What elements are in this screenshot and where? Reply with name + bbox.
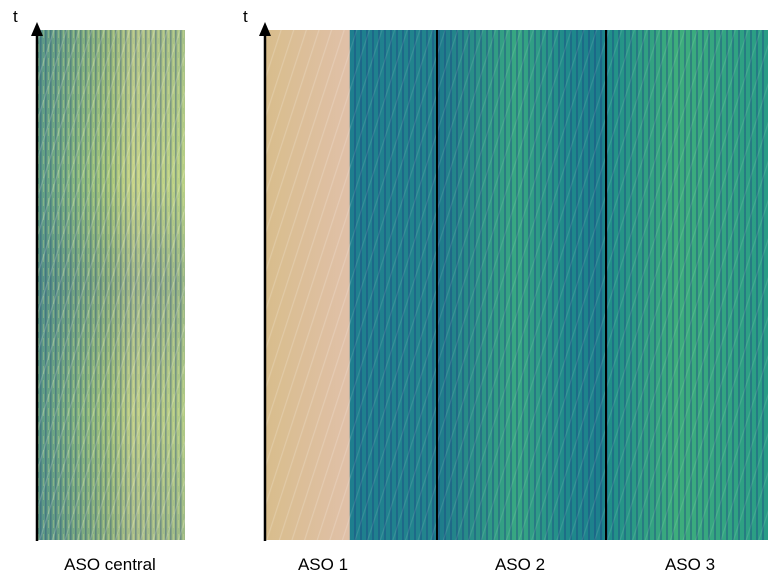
axis-label: t (13, 7, 18, 26)
panel-label: ASO 3 (665, 555, 715, 574)
heatmap-texture (265, 30, 351, 540)
axis-label: t (243, 7, 248, 26)
right-panel: t ASO 1 ASO 2 ASO 3 (243, 7, 768, 574)
panel-label: ASO 1 (298, 555, 348, 574)
panel-label: ASO central (64, 555, 156, 574)
axis-arrow (259, 22, 271, 36)
heatmap-texture (351, 30, 768, 540)
left-panel: t ASO central (13, 7, 185, 574)
heatmap-texture (37, 30, 185, 540)
axis-arrow (31, 22, 43, 36)
panel-label: ASO 2 (495, 555, 545, 574)
